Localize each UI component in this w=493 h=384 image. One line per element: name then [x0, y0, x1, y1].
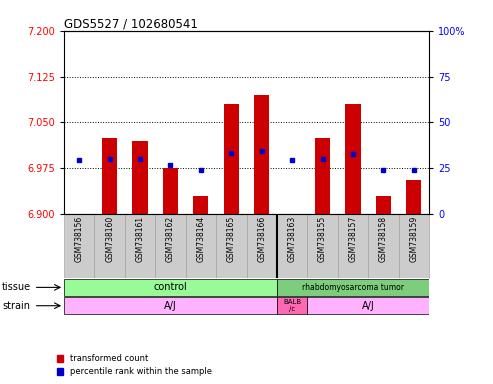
- Text: GDS5527 / 102680541: GDS5527 / 102680541: [64, 18, 198, 31]
- FancyBboxPatch shape: [368, 214, 398, 278]
- Text: GSM738165: GSM738165: [227, 216, 236, 262]
- Bar: [163, 168, 178, 214]
- FancyBboxPatch shape: [277, 298, 307, 314]
- FancyBboxPatch shape: [398, 214, 429, 278]
- FancyBboxPatch shape: [64, 298, 277, 314]
- FancyBboxPatch shape: [186, 214, 216, 278]
- Text: GSM738159: GSM738159: [409, 216, 418, 262]
- Text: GSM738166: GSM738166: [257, 216, 266, 262]
- Text: GSM738163: GSM738163: [287, 216, 297, 262]
- Text: GSM738161: GSM738161: [136, 216, 144, 262]
- Bar: [224, 104, 239, 214]
- FancyBboxPatch shape: [307, 214, 338, 278]
- Text: A/J: A/J: [362, 301, 375, 311]
- FancyBboxPatch shape: [64, 279, 277, 296]
- Text: GSM738164: GSM738164: [196, 216, 206, 262]
- FancyBboxPatch shape: [155, 214, 186, 278]
- Bar: [133, 141, 148, 214]
- Text: GSM738156: GSM738156: [75, 216, 84, 262]
- Text: BALB
/c: BALB /c: [283, 299, 301, 312]
- FancyBboxPatch shape: [95, 214, 125, 278]
- FancyBboxPatch shape: [246, 214, 277, 278]
- Text: tissue: tissue: [1, 282, 31, 292]
- Bar: [315, 137, 330, 214]
- Text: rhabdomyosarcoma tumor: rhabdomyosarcoma tumor: [302, 283, 404, 292]
- Text: GSM738162: GSM738162: [166, 216, 175, 262]
- Text: GSM738157: GSM738157: [349, 216, 357, 262]
- FancyBboxPatch shape: [277, 279, 429, 296]
- Legend: transformed count, percentile rank within the sample: transformed count, percentile rank withi…: [53, 351, 215, 380]
- FancyBboxPatch shape: [64, 214, 95, 278]
- Bar: [376, 196, 391, 214]
- Bar: [345, 104, 360, 214]
- Text: strain: strain: [2, 301, 31, 311]
- FancyBboxPatch shape: [125, 214, 155, 278]
- Bar: [254, 95, 269, 214]
- Bar: [102, 137, 117, 214]
- Bar: [406, 180, 422, 214]
- FancyBboxPatch shape: [338, 214, 368, 278]
- FancyBboxPatch shape: [277, 214, 307, 278]
- Text: GSM738160: GSM738160: [105, 216, 114, 262]
- Text: GSM738158: GSM738158: [379, 216, 388, 262]
- Text: control: control: [154, 282, 187, 292]
- FancyBboxPatch shape: [307, 298, 429, 314]
- Text: A/J: A/J: [164, 301, 177, 311]
- FancyBboxPatch shape: [216, 214, 246, 278]
- Bar: [193, 196, 209, 214]
- Text: GSM738155: GSM738155: [318, 216, 327, 262]
